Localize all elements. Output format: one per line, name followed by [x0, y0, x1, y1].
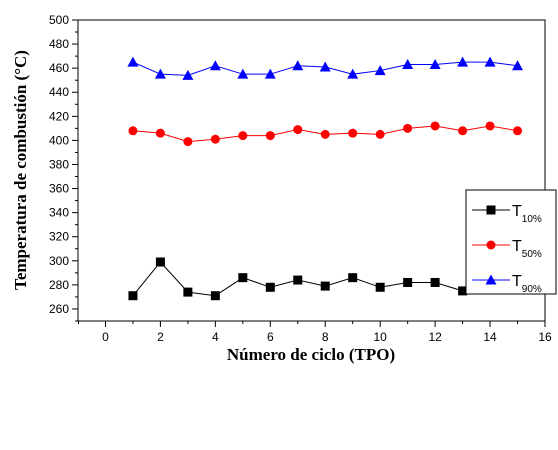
- y-tick-label: 420: [49, 109, 69, 123]
- data-point: [238, 273, 248, 283]
- data-point: [403, 277, 413, 287]
- data-point: [375, 129, 385, 139]
- data-point: [484, 56, 496, 67]
- data-point: [320, 281, 330, 291]
- legend-swatch-marker: [486, 205, 496, 215]
- y-tick-label: 480: [49, 37, 69, 51]
- y-tick-label: 440: [49, 85, 69, 99]
- y-tick-label: 360: [49, 182, 69, 196]
- data-point: [128, 126, 138, 136]
- x-tick-label: 6: [267, 330, 274, 344]
- y-tick-label: 380: [49, 157, 69, 171]
- data-point: [458, 126, 468, 136]
- data-point: [430, 121, 440, 131]
- legend-label: T50%: [512, 238, 542, 260]
- data-point: [403, 123, 413, 133]
- data-point: [210, 134, 220, 144]
- legend-label: T90%: [512, 273, 542, 295]
- data-point: [319, 61, 331, 72]
- data-point: [293, 275, 303, 285]
- data-point: [292, 60, 304, 71]
- legend-swatch-marker: [485, 274, 497, 285]
- y-axis-title: Temperatura de combustión (°C): [11, 50, 30, 290]
- data-point: [348, 273, 358, 283]
- y-tick-label: 340: [49, 206, 69, 220]
- data-point: [512, 60, 524, 71]
- x-tick-label: 4: [212, 330, 219, 344]
- series-layer: [127, 56, 524, 301]
- data-point: [429, 59, 441, 70]
- y-tick-label: 320: [49, 230, 69, 244]
- data-point: [182, 69, 194, 80]
- data-point: [513, 126, 523, 136]
- data-point: [374, 65, 386, 76]
- x-tick-label: 8: [322, 330, 329, 344]
- y-tick-label: 500: [49, 13, 69, 27]
- data-point: [264, 68, 276, 79]
- data-point: [265, 131, 275, 141]
- x-tick-label: 12: [428, 330, 442, 344]
- y-tick-label: 280: [49, 278, 69, 292]
- data-point: [183, 137, 193, 147]
- data-point: [155, 257, 165, 267]
- data-point: [210, 291, 220, 301]
- x-axis-title: Número de ciclo (TPO): [227, 345, 395, 364]
- y-tick-label: 260: [49, 302, 69, 316]
- data-point: [485, 121, 495, 131]
- data-point: [457, 56, 469, 67]
- data-point: [183, 287, 193, 297]
- x-tick-label: 14: [483, 330, 497, 344]
- x-tick-label: 2: [157, 330, 164, 344]
- legend: T10% T50% T90%: [465, 189, 557, 295]
- y-axis: 260 280 300 320 340 360 380 400 420 440 460 480 500: [49, 13, 78, 322]
- data-point: [127, 56, 139, 67]
- data-point: [402, 59, 414, 70]
- data-point: [320, 129, 330, 139]
- x-tick-label: 0: [102, 330, 109, 344]
- data-point: [154, 68, 166, 79]
- x-tick-label: 16: [538, 330, 552, 344]
- data-point: [347, 68, 359, 79]
- legend-box: [465, 189, 557, 295]
- series-50pct: [128, 121, 523, 147]
- data-point: [458, 286, 468, 296]
- data-point: [375, 282, 385, 292]
- data-point: [293, 125, 303, 135]
- data-point: [348, 128, 358, 138]
- x-tick-label: 10: [373, 330, 387, 344]
- data-point: [128, 291, 138, 301]
- series-90pct: [127, 56, 524, 80]
- legend-label: T10%: [512, 203, 542, 225]
- legend-swatch-marker: [486, 240, 496, 250]
- y-tick-label: 300: [49, 254, 69, 268]
- data-point: [209, 60, 221, 71]
- data-point: [155, 128, 165, 138]
- data-point: [238, 131, 248, 141]
- data-point: [237, 68, 249, 79]
- plot-frame: [77, 19, 546, 322]
- data-point: [430, 277, 440, 287]
- x-axis: 0 2 4 6 8 10 12 14 16: [78, 321, 552, 344]
- data-point: [265, 282, 275, 292]
- y-tick-label: 460: [49, 61, 69, 75]
- y-tick-label: 400: [49, 133, 69, 147]
- series-10pct: [128, 257, 523, 301]
